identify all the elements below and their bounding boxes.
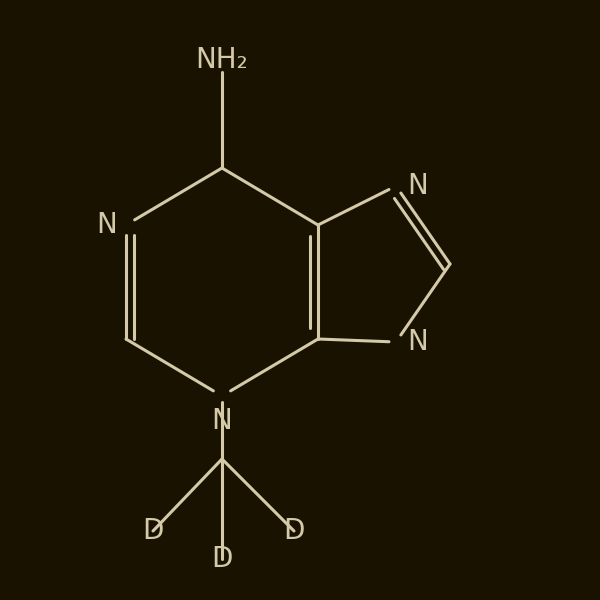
Text: N: N (407, 328, 428, 356)
Text: N: N (96, 211, 117, 239)
Text: N: N (407, 172, 428, 200)
Text: D: D (283, 517, 305, 545)
Text: D: D (142, 517, 164, 545)
Text: N: N (212, 407, 232, 435)
Text: D: D (211, 545, 233, 573)
Text: NH₂: NH₂ (196, 46, 248, 74)
